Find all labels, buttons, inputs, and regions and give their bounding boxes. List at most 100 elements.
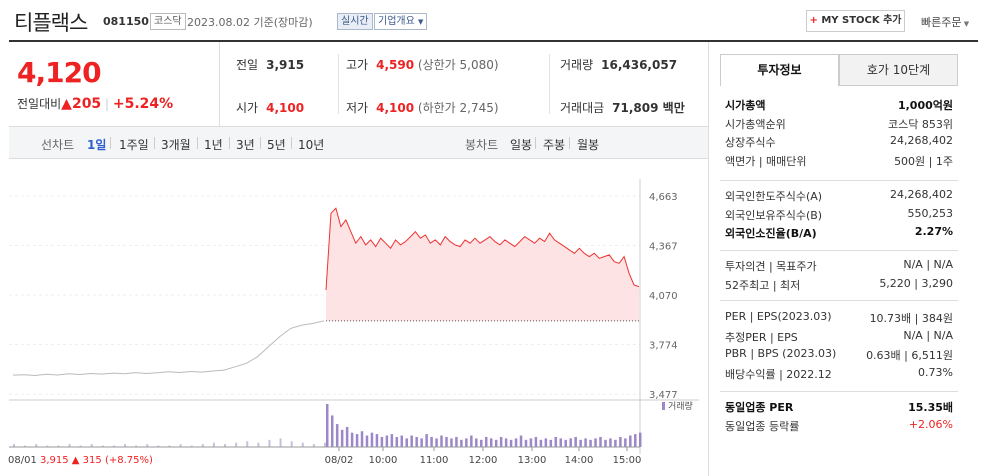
volume-bar (415, 436, 418, 447)
info-value: 코스닥 853위 (888, 117, 953, 131)
volume-bar (24, 445, 27, 447)
change-value: 205 (71, 96, 102, 112)
volume-bar (257, 442, 260, 447)
volume-bar (455, 436, 458, 447)
prev-close-stat: 전일 3,915 (236, 56, 304, 73)
info-value: 24,268,402 (890, 188, 953, 201)
volume-value: 16,436,057 (601, 58, 678, 72)
caret-icon: ▼ (961, 20, 970, 28)
info-key: 외국인보유주식수(B) (725, 208, 823, 222)
tab-sep (154, 137, 155, 149)
volume-bar (390, 434, 394, 447)
realtime-button[interactable]: 실시간 (337, 13, 373, 30)
info-key: 액면가 | 매매단위 (725, 154, 807, 168)
volume-bar (614, 439, 617, 447)
volume-bar (494, 439, 498, 447)
volume-bar (146, 444, 149, 447)
volume-bar (589, 439, 592, 447)
tab-sep (569, 137, 570, 149)
price-chart[interactable]: 4,663 4,367 4,070 3,774 3,477 거래량 08/02 10:00 11… (0, 159, 708, 476)
volume-bar (564, 439, 567, 447)
info-key: 동일업종 등락률 (725, 419, 800, 433)
volume-bar (420, 438, 423, 447)
volume-bar (450, 438, 453, 447)
volume-bar (569, 438, 572, 447)
tab-1d[interactable]: 1일 (87, 138, 107, 152)
info-value: 5,220 | 3,290 (879, 276, 953, 290)
y-tick-label: 4,663 (649, 192, 678, 203)
volume-bar (524, 439, 528, 447)
tab-5y[interactable]: 5년 (267, 138, 286, 152)
chevron-down-icon: ▼ (418, 18, 424, 26)
today-line (325, 207, 640, 291)
info-key: 시가총액 (725, 99, 766, 112)
open-label: 시가 (236, 101, 259, 115)
change-divider: | (105, 97, 110, 111)
volume-bar (157, 445, 160, 447)
volume-bar (634, 434, 637, 447)
volume-bar (201, 444, 204, 447)
volume-bar (504, 438, 508, 447)
low-label: 저가 (346, 101, 369, 115)
volume-bar (57, 445, 60, 447)
info-row: PER | EPS(2023.03) 10.73배 | 384원 (725, 310, 953, 325)
info-key: PBR | BPS (2023.03) (725, 347, 837, 360)
volume-bar (519, 435, 523, 447)
tab-10y[interactable]: 10년 (298, 138, 325, 152)
volume-bar (435, 438, 438, 447)
tab-monthly[interactable]: 월봉 (577, 138, 600, 152)
tab-weekly[interactable]: 주봉 (543, 138, 566, 152)
tab-1w[interactable]: 1주일 (119, 138, 149, 152)
info-row: 외국인소진율(B/A) 2.27% (725, 225, 953, 241)
volume-bar (460, 439, 463, 447)
volume-bar (290, 441, 293, 447)
plus-icon: + (809, 15, 818, 26)
volume-bar (529, 438, 533, 447)
tab-daily[interactable]: 일봉 (510, 138, 533, 152)
stock-code: 081150 (103, 15, 149, 28)
tab-1y[interactable]: 1년 (204, 138, 223, 152)
volume-bar (425, 434, 428, 447)
info-row: 동일업종 PER 15.35배 (725, 399, 953, 415)
volume-bar (624, 438, 627, 447)
price-box: 4,120 전일대비▲205 | +5.24% (9, 42, 220, 126)
y-tick-label: 4,367 (649, 242, 678, 253)
info-row: PBR | BPS (2023.03) 0.63배 | 6,511원 (725, 347, 953, 362)
section-divider (720, 180, 958, 181)
volume-bar (499, 436, 503, 447)
prev-label: 전일 (236, 58, 259, 72)
info-value: 0.73% (918, 365, 953, 379)
info-row: 투자의견 | 목표주가 N/A | N/A (725, 258, 953, 274)
volume-bar (365, 435, 369, 447)
volume-bar (549, 439, 553, 447)
section-divider (720, 300, 958, 301)
volume-bar (235, 442, 238, 447)
mystock-add-button[interactable]: + MY STOCK 추가 (806, 10, 905, 32)
corp-info-dropdown[interactable]: 기업개요 ▼ (374, 13, 428, 30)
stat-divider (549, 54, 550, 114)
mystock-label: MY STOCK 추가 (821, 15, 902, 26)
tab-3y[interactable]: 3년 (236, 138, 255, 152)
tab-3m[interactable]: 3개월 (161, 138, 191, 152)
volume-bar (324, 442, 326, 447)
date-text: 2023.08.02 기준(장마감) (187, 16, 313, 29)
high-value: 4,590 (376, 58, 415, 72)
tab-orderbook[interactable]: 호가 10단계 (839, 54, 958, 86)
volume-bar (559, 438, 563, 447)
info-value: 1,000억원 (897, 99, 953, 112)
y-tick-label: 3,774 (649, 341, 678, 352)
x-tick-label: 11:00 (420, 455, 449, 466)
today-area (326, 208, 639, 321)
volume-bar (579, 439, 582, 447)
x-tick-label: 10:00 (369, 455, 398, 466)
volume-bar (509, 439, 513, 447)
lower-limit: (하한가 2,745) (417, 101, 499, 115)
tab-sep (291, 137, 292, 149)
quick-order-link[interactable]: 빠른주문 ▼ (921, 14, 969, 30)
tab-invest-info[interactable]: 투자정보 (720, 54, 839, 86)
volume-bar (639, 432, 642, 447)
change-line: 전일대비▲205 | +5.24% (17, 95, 173, 112)
info-row: 외국인보유주식수(B) 550,253 (725, 207, 953, 223)
info-value: 10.73배 | 384원 (869, 312, 953, 325)
volume-bar (179, 444, 182, 447)
